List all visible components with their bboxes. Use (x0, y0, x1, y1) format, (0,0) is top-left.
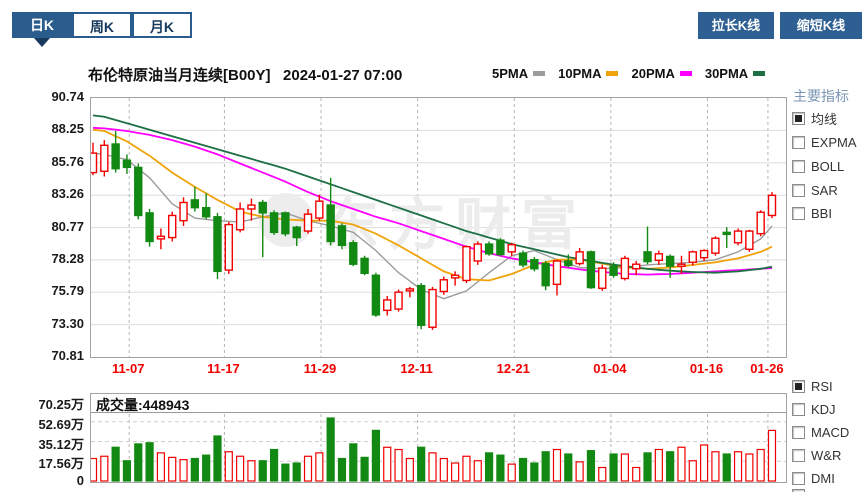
active-tab-caret-icon (34, 38, 50, 47)
volume-axis-label: 35.12万 (38, 436, 84, 452)
instrument-name: 布伦特原油当月连续[B00Y] (88, 67, 271, 84)
indicator-item-bbi[interactable]: BBI (792, 204, 832, 222)
indicator-label-expma: EXPMA (811, 134, 857, 150)
indicator-checkbox-expma[interactable] (792, 135, 805, 149)
shorten-kline-button[interactable]: 缩短K线 (780, 12, 862, 39)
date-axis-label: 12-21 (496, 361, 530, 376)
indicator-item-kdj[interactable]: KDJ (792, 400, 836, 418)
indicator-checkbox-sar[interactable] (792, 183, 805, 197)
lengthen-kline-button[interactable]: 拉长K线 (698, 12, 774, 39)
legend-swatch-icon (753, 71, 766, 76)
indicator-label-dmi: DMI (811, 470, 835, 486)
date-axis-label: 11-29 (303, 361, 337, 376)
indicator-checkbox-macd[interactable] (792, 425, 805, 439)
price-axis-label: 85.76 (51, 153, 84, 169)
indicator-item-macd[interactable]: MACD (792, 423, 849, 441)
date-axis-label: 11-17 (207, 361, 240, 376)
legend-label: 5PMA (492, 66, 529, 81)
date-axis-label: 01-04 (593, 361, 627, 376)
price-axis-label: 80.77 (51, 218, 84, 234)
legend-label: 20PMA (631, 66, 675, 81)
indicator-label-ma: 均线 (811, 111, 838, 127)
indicator-checkbox-boll[interactable] (792, 159, 805, 173)
indicator-item-ma[interactable]: 均线 (792, 109, 837, 127)
legend-label: 30PMA (704, 66, 749, 81)
indicator-item-dmi[interactable]: DMI (792, 469, 835, 487)
date-axis-label: 11-07 (111, 361, 145, 376)
main-chart-panel[interactable]: 东方财富 (90, 97, 787, 358)
indicator-item-sar[interactable]: SAR (792, 181, 838, 199)
price-axis-label: 70.81 (51, 348, 84, 363)
price-axis-label: 75.79 (51, 283, 84, 299)
legend-item-5pma: 5PMA (492, 66, 546, 81)
legend-item-20pma: 20PMA (631, 66, 692, 81)
volume-panel[interactable] (90, 393, 787, 483)
indicator-checkbox-kdj[interactable] (792, 402, 805, 416)
indicator-label-kdj: KDJ (811, 401, 836, 417)
candlestick-canvas[interactable]: 东方财富 (91, 98, 786, 357)
volume-axis-label: 52.69万 (38, 416, 84, 432)
quote-datetime: 2024-01-27 07:00 (283, 67, 403, 84)
date-axis-label: 12-11 (400, 361, 433, 376)
ma-line-30pma (92, 114, 773, 274)
indicator-item-wr[interactable]: W&R (792, 446, 841, 464)
price-axis-label: 90.74 (51, 89, 84, 104)
tab-weekly-k[interactable]: 周K (72, 12, 132, 38)
date-axis-label: 01-16 (689, 361, 724, 376)
volume-axis-label: 0 (76, 473, 84, 488)
volume-header: 成交量:448943 (96, 397, 190, 413)
indicator-label-rsi: RSI (811, 378, 833, 394)
watermark-text: 东方财富 (323, 193, 587, 256)
indicator-label-boll: BOLL (811, 158, 845, 174)
tab-daily-k[interactable]: 日K (12, 12, 72, 38)
legend-swatch-icon (533, 71, 546, 76)
volume-axis-label: 17.56万 (38, 456, 84, 472)
price-axis-label: 83.26 (51, 186, 84, 202)
legend-label: 10PMA (558, 66, 602, 81)
indicator-checkbox-rsi[interactable] (792, 379, 805, 393)
price-axis-label: 73.30 (51, 315, 84, 331)
indicator-label-bbi: BBI (811, 205, 832, 221)
clipped-checkbox[interactable] (792, 489, 805, 492)
indicator-label-wr: W&R (811, 447, 842, 463)
indicator-item-boll[interactable]: BOLL (792, 157, 844, 175)
price-axis-label: 78.28 (51, 250, 84, 266)
sidebar-title: 主要指标 (793, 88, 849, 104)
legend-swatch-icon (606, 71, 619, 76)
ma-legend: 5PMA 10PMA 20PMA 30PMA (492, 66, 766, 81)
indicator-item-rsi[interactable]: RSI (792, 377, 833, 395)
tab-monthly-k[interactable]: 月K (132, 12, 192, 38)
legend-item-30pma: 30PMA (704, 66, 766, 81)
indicator-checkbox-bbi[interactable] (792, 206, 805, 220)
indicator-item-expma[interactable]: EXPMA (792, 133, 857, 151)
legend-item-10pma: 10PMA (558, 66, 619, 81)
indicator-checkbox-wr[interactable] (792, 448, 805, 462)
indicator-label-macd: MACD (811, 424, 850, 440)
date-axis-label: 01-26 (750, 361, 784, 376)
indicator-label-sar: SAR (811, 182, 838, 198)
volume-axis-label: 70.25万 (38, 397, 84, 412)
ma-line-20pma (92, 126, 773, 276)
chart-title: 布伦特原油当月连续[B00Y] 2024-01-27 07:00 (88, 64, 402, 85)
legend-swatch-icon (679, 71, 692, 76)
indicator-checkbox-dmi[interactable] (792, 471, 805, 485)
volume-canvas[interactable] (91, 394, 786, 482)
indicator-checkbox-ma[interactable] (792, 111, 805, 125)
price-axis-label: 88.25 (51, 121, 84, 137)
